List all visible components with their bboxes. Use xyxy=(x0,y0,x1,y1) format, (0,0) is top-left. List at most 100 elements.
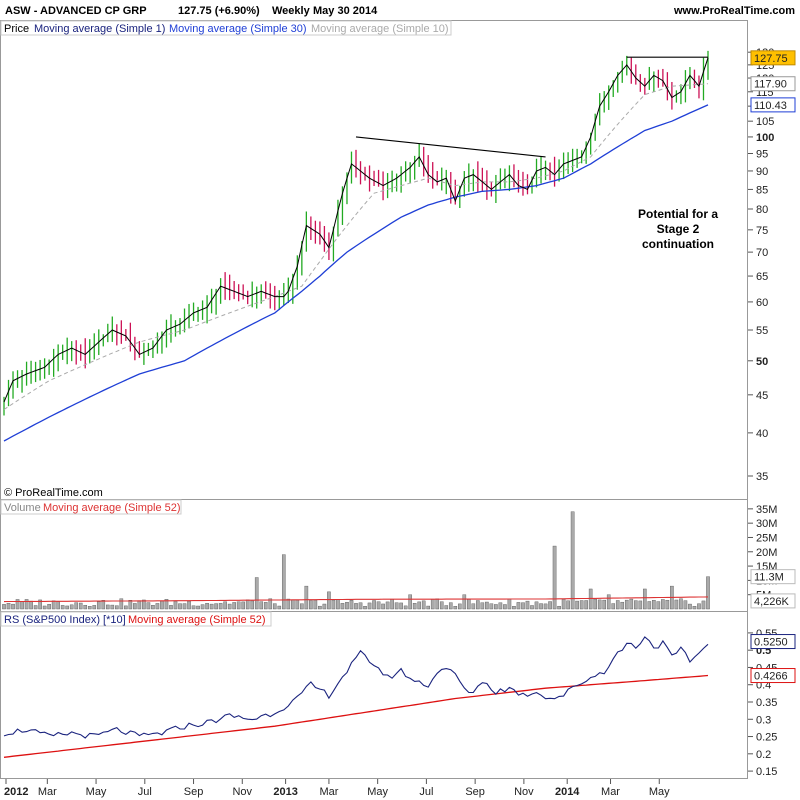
legend-volume-ma: Moving average (Simple 52) xyxy=(43,502,181,514)
volume-tick-label: 30M xyxy=(756,518,777,530)
price-last-label-box xyxy=(750,76,796,92)
price-tick-label: 75 xyxy=(756,225,768,237)
price-legend: Price Moving average (Simple 1) Moving a… xyxy=(0,20,452,36)
price-last-label: 117.90 xyxy=(754,79,787,91)
x-tick-label: Jul xyxy=(138,786,152,798)
volume-bar xyxy=(615,600,620,610)
volume-bar xyxy=(345,602,349,610)
volume-bar xyxy=(42,605,47,610)
volume-bar xyxy=(124,605,128,610)
volume-bar xyxy=(115,605,119,610)
annotation: Potential for a Stage 2 continuation xyxy=(638,207,718,251)
volume-bar xyxy=(674,599,679,610)
volume-bar xyxy=(661,599,665,610)
volume-bar xyxy=(633,600,638,610)
price-last-label: 127.75 xyxy=(754,53,788,65)
volume-bar xyxy=(697,603,701,610)
volume-bar xyxy=(444,605,449,610)
price-tick-label: 55 xyxy=(756,325,768,337)
price-last-label-box xyxy=(750,97,796,113)
x-tick-label: Jul xyxy=(419,786,433,798)
volume-bar xyxy=(155,603,160,610)
volume-bar xyxy=(512,606,516,610)
ma10-line xyxy=(3,83,709,410)
volume-bar xyxy=(92,605,97,610)
volume-last-label-box xyxy=(750,569,796,585)
volume-bar xyxy=(200,604,205,610)
price-axis: 3540455055606570758085909510010511011512… xyxy=(748,47,796,483)
rs-legend: RS (S&P500 Index) [*10] Moving average (… xyxy=(0,611,272,627)
volume-bar xyxy=(250,600,255,610)
volume-bar xyxy=(105,604,110,610)
volume-bar xyxy=(358,602,363,610)
volume-bar xyxy=(597,599,602,610)
close-line xyxy=(3,57,709,403)
volume-bar xyxy=(552,545,557,610)
price-tick-label: 35 xyxy=(756,471,768,483)
volume-last-label-box xyxy=(750,593,796,609)
volume-bar xyxy=(688,603,692,610)
quote-change: 127.75 (+6.90%) xyxy=(178,5,260,17)
volume-bar xyxy=(367,602,372,610)
volume-bar xyxy=(151,605,155,610)
volume-bar xyxy=(38,599,42,610)
volume-bar xyxy=(87,606,92,610)
x-tick-label: Mar xyxy=(38,786,57,798)
copyright: © ProRealTime.com xyxy=(4,487,103,499)
x-tick-label: May xyxy=(86,786,107,798)
volume-bar xyxy=(467,599,471,610)
volume-bar xyxy=(11,603,15,610)
volume-panel-frame xyxy=(0,499,748,612)
price-tick-label: 105 xyxy=(756,116,774,128)
volume-bar xyxy=(6,602,11,610)
volume-bar xyxy=(480,602,485,610)
x-tick-label: Sep xyxy=(465,786,485,798)
volume-axis: 5M10M15M20M25M30M35M11.3M4,226K xyxy=(748,504,796,609)
rs-tick-label: 0.35 xyxy=(756,697,777,709)
volume-ma-line xyxy=(3,596,709,603)
volume-bar xyxy=(33,605,38,610)
volume-bar xyxy=(318,605,322,610)
ticker-title: ASW - ADVANCED CP GRP xyxy=(5,5,147,17)
volume-bar xyxy=(498,602,503,610)
x-tick-label: Nov xyxy=(514,786,534,798)
price-tick-label: 65 xyxy=(756,271,768,283)
rs-line xyxy=(3,636,709,739)
volume-bar xyxy=(539,603,543,610)
price-last-label: 110.43 xyxy=(754,100,787,112)
volume-bar xyxy=(503,604,507,610)
volume-bar xyxy=(457,603,462,610)
legend-ma1: Moving average (Simple 1) xyxy=(34,23,165,35)
volume-bar xyxy=(620,601,625,610)
volume-bar xyxy=(476,600,480,610)
volume-bar xyxy=(241,601,245,610)
volume-bar xyxy=(566,600,570,610)
period-label: Weekly xyxy=(272,5,311,17)
volume-bar xyxy=(182,603,187,610)
price-panel-frame xyxy=(0,20,748,500)
volume-bar xyxy=(349,600,354,610)
legend-ma30: Moving average (Simple 30) xyxy=(169,23,307,35)
volume-bar xyxy=(462,594,467,610)
volume-bar xyxy=(624,599,629,610)
volume-bar xyxy=(101,600,106,610)
volume-bar xyxy=(286,598,291,610)
volume-bar xyxy=(701,600,706,610)
volume-bar xyxy=(20,601,24,610)
volume-bar xyxy=(336,599,340,610)
volume-bar xyxy=(209,603,214,610)
trendline xyxy=(355,136,546,158)
volume-bar xyxy=(543,603,548,610)
volume-bar xyxy=(448,602,453,610)
volume-bar xyxy=(507,599,512,610)
legend-rs-ma: Moving average (Simple 52) xyxy=(128,614,266,626)
volume-bar xyxy=(588,588,593,610)
volume-bar xyxy=(133,603,137,610)
volume-bar xyxy=(638,600,643,610)
rs-last-label-box xyxy=(750,668,796,684)
rs-tick-label: 0.25 xyxy=(756,732,777,744)
volume-bar xyxy=(178,603,182,610)
volume-bar xyxy=(272,603,277,610)
price-tick-label: 90 xyxy=(756,166,768,178)
